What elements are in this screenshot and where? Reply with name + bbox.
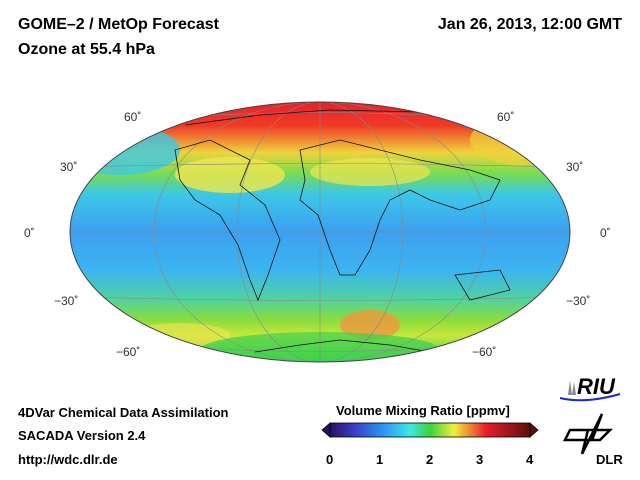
riu-logo [559,380,621,402]
lat-label-60-left: 60˚ [124,110,142,124]
riu-logo-text: RIU [577,374,615,399]
lat-label-m60-left: −60˚ [116,345,141,359]
colorbar-tick: 3 [476,452,484,467]
dlr-logo [562,413,614,455]
graticule [70,102,570,362]
lat-label-60-right: 60˚ [497,110,515,124]
footer-url[interactable]: http://wdc.dlr.de [18,452,118,467]
lat-label-0-left: 0˚ [24,226,35,240]
lat-label-30-left: 30˚ [60,160,78,174]
colorbar-tick: 1 [376,452,384,467]
colorbar-gradient [329,422,531,438]
lat-label-0-right: 0˚ [600,226,611,240]
forecast-datetime: Jan 26, 2013, 12:00 GMT [437,16,622,33]
footer-line2: SACADA Version 2.4 [18,428,146,443]
lat-label-m30-left: −30˚ [54,294,79,308]
colorbar-tick: 4 [526,452,534,467]
colorbar-tick: 2 [426,452,434,467]
colorbar-title: Volume Mixing Ratio [ppmv] [336,403,510,418]
product-title: GOME–2 / MetOp Forecast [18,16,219,33]
colorbar-min-extension [321,422,331,438]
colorbar [321,422,539,438]
map-border [69,101,571,363]
colorbar-max-extension [529,422,539,438]
lat-label-m30-right: −30˚ [566,294,591,308]
product-subtitle: Ozone at 55.4 hPa [18,41,155,58]
lat-label-m60-right: −60˚ [472,345,497,359]
dlr-logo-text: DLR [596,452,623,467]
lat-label-30-right: 30˚ [566,160,584,174]
colorbar-tick: 0 [326,452,334,467]
footer-line1: 4DVar Chemical Data Assimilation [18,405,229,420]
